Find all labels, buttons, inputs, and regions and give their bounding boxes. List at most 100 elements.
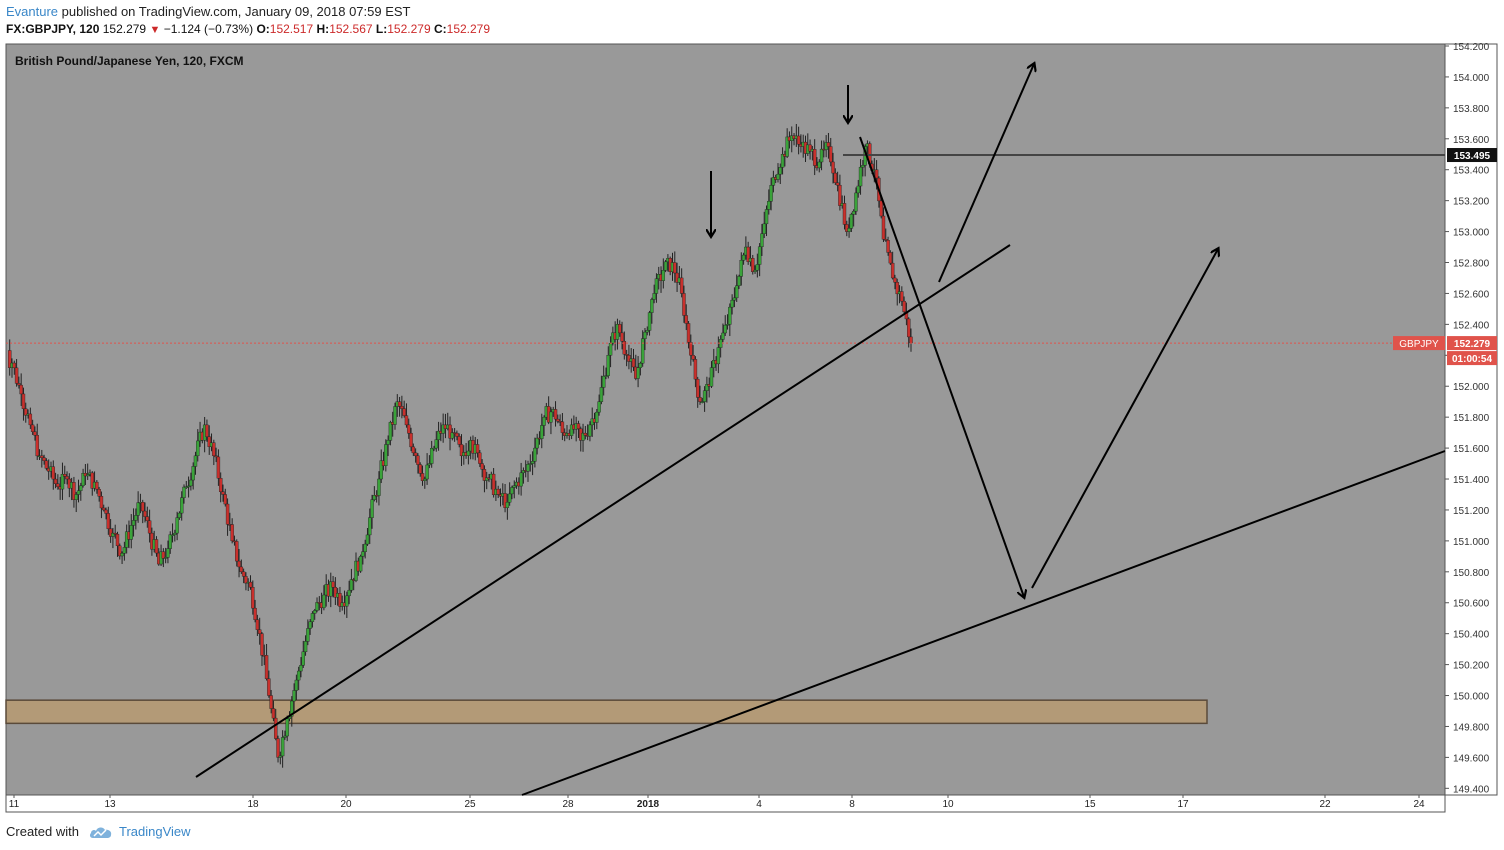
candle-body: [760, 233, 764, 247]
published-text: published on TradingView.com, January 09…: [61, 4, 411, 19]
y-tick-label: 153.800: [1453, 104, 1490, 115]
candle-body: [553, 409, 558, 420]
candle-body: [652, 293, 656, 300]
candle-body: [647, 312, 652, 331]
candle-body: [691, 355, 695, 360]
candle-body: [365, 534, 370, 545]
candle-body: [491, 473, 496, 495]
x-tick-label: 13: [104, 799, 116, 810]
candle-body: [455, 432, 459, 437]
candle-body: [730, 299, 734, 308]
candle-body: [597, 401, 601, 413]
candle-body: [638, 362, 643, 368]
candle-body: [8, 350, 12, 368]
candle-body: [292, 690, 296, 702]
high-label: H:: [316, 22, 330, 36]
candle-body: [143, 510, 147, 517]
candle-body: [310, 613, 315, 622]
candle-body: [721, 332, 725, 340]
candle-body: [216, 456, 221, 479]
candle-body: [861, 165, 865, 168]
candle-body: [267, 678, 271, 696]
candle-body: [755, 264, 760, 271]
candle-body: [379, 460, 383, 480]
candle-body: [507, 493, 512, 503]
candle-body: [212, 442, 216, 457]
candle-body: [725, 324, 730, 326]
open-value: 152.517: [269, 22, 314, 36]
x-tick-label: 24: [1413, 799, 1425, 810]
candle-body: [79, 485, 83, 491]
candle-body: [739, 260, 743, 277]
price-axis[interactable]: [1444, 43, 1498, 796]
y-tick-label: 151.000: [1453, 537, 1490, 548]
footer: Created with TradingView: [6, 824, 191, 839]
candle-body: [595, 411, 599, 423]
candle-body: [106, 513, 111, 530]
candle-body: [560, 421, 565, 433]
candle-body: [728, 306, 732, 325]
candle-body: [895, 282, 899, 295]
candle-body: [735, 285, 739, 299]
candle-body: [28, 413, 33, 426]
support-zone[interactable]: [5, 699, 1208, 725]
candle-body: [780, 154, 785, 168]
candle-body: [251, 587, 255, 609]
candle-body: [122, 547, 127, 554]
candle-body: [829, 146, 833, 163]
arrow-drop: [859, 136, 1024, 597]
candle-body: [384, 444, 388, 466]
candle-body: [884, 239, 888, 241]
candle-body: [700, 401, 705, 403]
tradingview-link[interactable]: TradingView: [118, 824, 191, 839]
candle-body: [257, 629, 262, 634]
countdown-text: 01:00:54: [1452, 354, 1492, 365]
candle-body: [65, 476, 69, 480]
y-tick-label: 153.000: [1453, 228, 1490, 239]
time-axis[interactable]: [5, 794, 1446, 813]
last-price: 152.279: [102, 22, 147, 36]
candle-body: [673, 262, 677, 274]
down-triangle-icon: ▼: [149, 24, 161, 36]
candle-body: [85, 474, 90, 477]
candle-body: [771, 177, 776, 186]
candle-body: [423, 478, 427, 481]
candle-body: [696, 378, 700, 398]
drawings[interactable]: [195, 64, 1446, 796]
candle-body: [909, 336, 913, 344]
candle-body: [737, 276, 741, 286]
candle-body: [120, 553, 124, 557]
candle-body: [90, 472, 94, 489]
trendline-lower: [521, 450, 1446, 796]
candle-body: [675, 272, 679, 283]
candle-body: [663, 261, 668, 271]
candle-body: [374, 495, 379, 497]
candle-body: [425, 464, 429, 480]
candle-body: [329, 581, 333, 597]
candle-body: [705, 384, 709, 391]
symbol-ohlc-bar: FX:GBPJPY, 120 152.279 ▼ −1.124 (−0.73%)…: [6, 22, 490, 36]
y-tick-label: 149.800: [1453, 722, 1490, 733]
candle-body: [512, 485, 516, 488]
candle-body: [349, 579, 354, 591]
candle-body: [134, 515, 138, 521]
x-tick-label: 17: [1177, 799, 1189, 810]
candle-body: [576, 423, 581, 429]
candle-body: [40, 455, 44, 458]
author-link[interactable]: Evanture: [6, 4, 59, 19]
candle-body: [881, 215, 886, 240]
candle-body: [223, 494, 227, 505]
candle-body: [14, 367, 19, 384]
candle-body: [370, 499, 374, 518]
candle-body: [480, 463, 484, 470]
candle-body: [136, 502, 140, 516]
candle-body: [819, 148, 824, 163]
candle-body: [505, 502, 510, 508]
candle-body: [271, 708, 276, 719]
candle-body: [44, 460, 49, 469]
candle-body: [654, 278, 659, 294]
candle-body: [205, 424, 209, 437]
plot-area[interactable]: [5, 43, 1446, 796]
high-value: 152.567: [329, 22, 373, 36]
